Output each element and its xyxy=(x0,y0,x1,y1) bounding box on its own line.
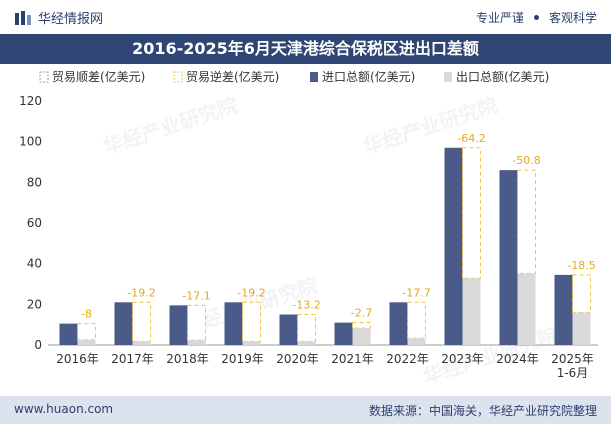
legend-swatch-export xyxy=(444,72,452,82)
x-tick-label: 2017年 xyxy=(111,352,154,366)
data-label-deficit: -8 xyxy=(81,308,92,321)
bar-import[interactable] xyxy=(59,323,78,345)
x-tick-label: 2021年 xyxy=(331,352,374,366)
x-tick-label: 2024年 xyxy=(496,352,539,366)
data-label-deficit: -17.1 xyxy=(182,289,210,302)
bar-deficit[interactable] xyxy=(132,301,151,342)
bar-export[interactable] xyxy=(132,341,151,345)
x-tick-label: 2025年 xyxy=(551,352,594,366)
bar-deficit[interactable] xyxy=(297,314,316,342)
x-tick-label: 2022年 xyxy=(386,352,429,366)
tag-objective: 客观科学 xyxy=(548,11,597,25)
bar-import[interactable] xyxy=(169,305,188,345)
footer-site[interactable]: www.huaon.com xyxy=(14,402,114,416)
x-tick-label: 1-6月 xyxy=(557,366,589,380)
bar-import[interactable] xyxy=(554,274,573,345)
tag-professional: 专业严谨 xyxy=(475,11,524,25)
data-label-deficit: -2.7 xyxy=(351,307,372,320)
bar-export[interactable] xyxy=(242,341,261,345)
y-tick-label: 0 xyxy=(34,338,42,352)
header-tags: 专业严谨 客观科学 xyxy=(476,9,597,26)
legend-label-export[interactable]: 出口总额(亿美元) xyxy=(456,69,549,84)
bar-deficit[interactable] xyxy=(77,323,96,341)
data-label-deficit: -13.2 xyxy=(292,299,320,312)
data-label-deficit: -64.2 xyxy=(457,132,485,145)
bar-deficit[interactable] xyxy=(462,147,481,279)
bar-import[interactable] xyxy=(389,302,408,345)
bar-import[interactable] xyxy=(279,314,298,346)
bar-export[interactable] xyxy=(187,340,206,345)
y-tick-label: 40 xyxy=(27,257,42,271)
bar-deficit[interactable] xyxy=(407,301,426,339)
y-tick-label: 100 xyxy=(19,135,42,149)
bar-export[interactable] xyxy=(297,341,316,345)
bar-deficit[interactable] xyxy=(572,274,591,313)
legend-swatch-surplus xyxy=(39,71,49,83)
bar-import[interactable] xyxy=(444,147,463,345)
bar-import[interactable] xyxy=(224,302,243,345)
bar-export[interactable] xyxy=(77,339,96,345)
data-label-deficit: -19.2 xyxy=(237,286,265,299)
chart-area: 贸易顺差(亿美元) 贸易逆差(亿美元) 进口总额(亿美元) 出口总额(亿美元) 0 20 4… xyxy=(19,69,598,380)
bar-import[interactable] xyxy=(499,170,518,345)
legend-swatch-import xyxy=(310,72,318,82)
brand[interactable]: 华经情报网 xyxy=(14,8,103,27)
footer-source: 数据来源：中国海关，华经产业研究院整理 xyxy=(368,404,597,418)
data-label-deficit: -19.2 xyxy=(127,286,155,299)
x-tick-label: 2020年 xyxy=(276,352,319,366)
x-tick-label: 2023年 xyxy=(441,352,484,366)
bar-deficit[interactable] xyxy=(517,169,536,274)
top-header: 华经情报网 专业严谨 客观科学 xyxy=(0,0,611,34)
legend-label-surplus[interactable]: 贸易顺差(亿美元) xyxy=(52,69,145,84)
y-tick-label: 20 xyxy=(27,297,42,311)
brand-logo-icon xyxy=(15,10,31,25)
bar-export[interactable] xyxy=(352,328,371,345)
bar-import[interactable] xyxy=(114,302,133,345)
separator-dot-icon xyxy=(533,15,539,20)
data-label-deficit: -18.5 xyxy=(567,259,595,272)
x-tick-label: 2019年 xyxy=(221,352,264,366)
bar-deficit[interactable] xyxy=(352,322,371,329)
footer: www.huaon.com 数据来源：中国海关，华经产业研究院整理 xyxy=(0,396,611,424)
y-tick-label: 60 xyxy=(27,216,42,230)
legend-label-deficit[interactable]: 贸易逆差(亿美元) xyxy=(186,69,279,84)
y-tick-label: 80 xyxy=(27,175,42,189)
y-tick-label: 120 xyxy=(19,94,42,108)
brand-name: 华经情报网 xyxy=(38,12,104,27)
data-label-deficit: -17.7 xyxy=(402,286,430,299)
bar-export[interactable] xyxy=(462,278,481,345)
bar-export[interactable] xyxy=(407,338,426,345)
bar-deficit[interactable] xyxy=(187,304,206,341)
x-tick-label: 2018年 xyxy=(166,352,209,366)
x-tick-label: 2016年 xyxy=(56,352,99,366)
chart-title: 2016-2025年6月天津港综合保税区进出口差额 xyxy=(0,34,611,64)
bar-import[interactable] xyxy=(334,322,353,345)
data-label-deficit: -50.8 xyxy=(512,154,540,167)
bar-export[interactable] xyxy=(517,273,536,345)
legend-label-import[interactable]: 进口总额(亿美元) xyxy=(322,69,415,84)
bar-deficit[interactable] xyxy=(242,301,261,342)
legend-swatch-deficit xyxy=(173,71,183,83)
bar-export[interactable] xyxy=(572,312,591,345)
